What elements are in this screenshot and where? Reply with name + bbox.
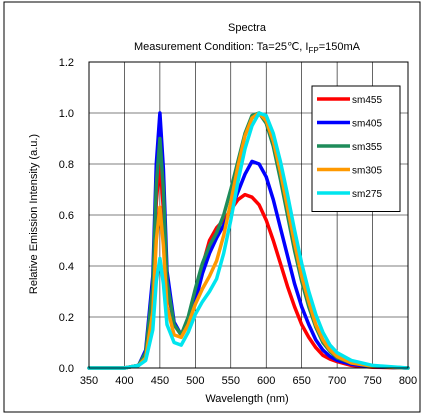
y-tick-label: 0.8 [59,159,74,171]
chart-subtitle: Measurement Condition: Ta=25℃, IFP=150mA [134,41,361,55]
legend-label: sm275 [352,189,382,200]
x-tick-label: 700 [328,375,346,387]
x-tick-label: 450 [151,375,169,387]
legend-label: sm355 [352,142,382,153]
x-tick-label: 650 [292,375,310,387]
chart-subtitle-main: Measurement Condition: Ta=25℃, I [134,41,309,53]
legend-label: sm405 [352,119,382,130]
y-tick-label: 0.2 [59,312,74,324]
series-line-sm305 [87,111,410,370]
plot-area-frame [88,61,409,369]
x-tick-labels: 350 400 450 500 550 600 650 700 750 800 [80,375,417,387]
y-axis-label: Relative Emission Intensity (a.u.) [28,134,40,294]
chart-subtitle-sub: FP [308,46,318,55]
x-tick-label: 400 [115,375,133,387]
series-lines [87,111,410,370]
y-tick-label: 0.4 [59,261,74,273]
y-tick-label: 1.0 [59,108,74,120]
y-tick-labels: 0.0 0.2 0.4 0.6 0.8 1.0 1.2 [59,57,74,375]
y-tick-label: 1.2 [59,57,74,69]
y-tick-label: 0.6 [59,210,74,222]
x-axis-label: Wavelength (nm) [205,393,288,405]
chart-title: Spectra [228,22,267,34]
legend-label: sm305 [352,166,382,177]
x-tick-label: 350 [80,375,98,387]
chart-subtitle-end: =150mA [319,41,361,53]
x-tick-label: 550 [222,375,240,387]
legend-box [311,85,401,212]
x-tick-label: 800 [399,375,417,387]
y-tick-label: 0.0 [59,363,74,375]
x-tick-label: 600 [257,375,275,387]
legend-label: sm455 [352,95,382,106]
figure-frame [3,1,421,413]
legend: sm455 sm405 sm355 sm305 sm275 [311,85,401,212]
series-line-sm275 [87,111,410,370]
x-tick-label: 500 [186,375,204,387]
x-tick-label: 750 [363,375,381,387]
